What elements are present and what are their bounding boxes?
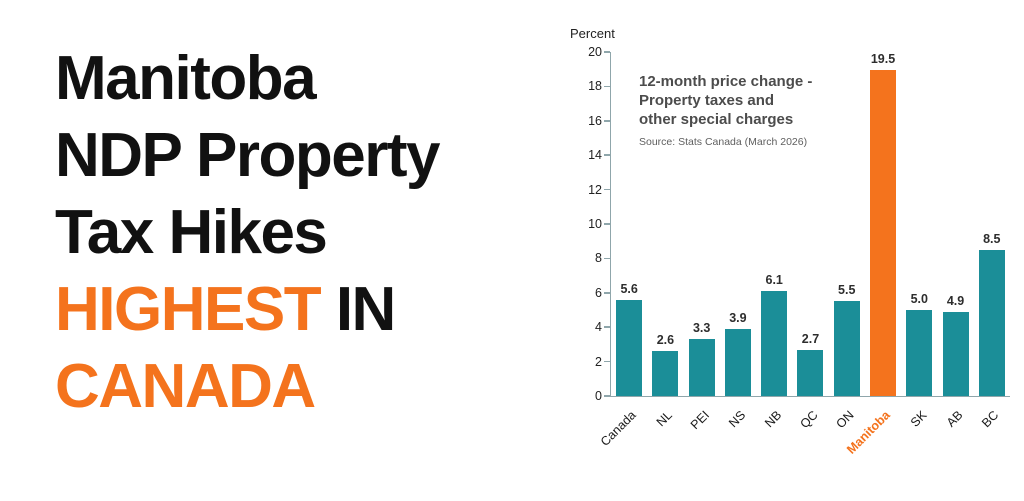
bar-value-label: 8.5 (983, 231, 1001, 246)
x-axis-label: PEI (687, 408, 712, 433)
bar-value-label: 5.0 (910, 292, 928, 306)
bar (652, 351, 679, 396)
y-axis-title: Percent (570, 26, 615, 41)
y-tick-mark (604, 360, 610, 363)
bar (906, 310, 933, 396)
y-tick-label: 20 (588, 45, 602, 59)
x-axis-label: AB (943, 408, 966, 430)
bar (616, 299, 643, 396)
bar-value-label: 4.9 (946, 293, 965, 308)
y-tick-label: 10 (588, 217, 602, 231)
x-axis-label: SK (907, 408, 930, 430)
bar-group-ns: 3.9 NS (720, 52, 756, 430)
plot-area: 12-month price change - Property taxes a… (588, 45, 1010, 457)
y-tick-mark (604, 154, 610, 156)
bar-chart: Percent 12-month price change - Property… (568, 26, 1020, 494)
y-tick-label: 8 (595, 251, 602, 266)
bar (869, 70, 896, 396)
bar (724, 328, 751, 396)
bar-group-nb: 6.1 NB (756, 52, 792, 430)
x-axis-label: NS (725, 408, 748, 431)
y-tick-label: 12 (588, 182, 602, 197)
chart-title-line: other special charges (639, 111, 794, 128)
bar-group-sk: 5.0 SK (901, 52, 937, 430)
x-axis-label: BC (979, 408, 1002, 431)
bar (942, 311, 969, 396)
headline-line-3: Tax Hikes (55, 198, 328, 267)
x-axis-label: Canada (598, 408, 640, 449)
bar-value-label: 6.1 (765, 273, 783, 288)
bar-group-on: 5.5 ON (829, 52, 865, 431)
bar-value-label: 5.5 (838, 283, 856, 298)
bar-value-label: 5.6 (620, 281, 638, 296)
y-tick-label: 14 (588, 148, 602, 163)
x-axis-label: QC (797, 408, 821, 432)
bar-value-label: 3.3 (692, 321, 711, 336)
y-tick-label: 0 (595, 389, 602, 403)
chart-title-line: 12-month price change - (639, 73, 813, 90)
bar-group-qc: 2.7 QC (792, 52, 828, 431)
x-axis-label: ON (833, 408, 857, 432)
y-tick-label: 16 (588, 113, 602, 128)
bar (688, 339, 715, 396)
bar-group-bc: 8.5 BC (974, 52, 1010, 430)
bar (833, 301, 860, 396)
headline: Manitoba NDP Property Tax Hikes HIGHEST … (55, 40, 440, 425)
headline-line-4: HIGHEST IN (55, 271, 439, 348)
y-tick-mark (604, 223, 610, 225)
y-tick-mark (604, 188, 610, 191)
chart-title-line: Property taxes and (639, 92, 775, 109)
headline-highest-text: HIGHEST (55, 275, 322, 344)
bar (797, 349, 824, 396)
y-tick-mark (604, 85, 610, 88)
y-tick-mark (604, 51, 610, 53)
bar (761, 291, 788, 396)
bar-value-label: 2.6 (656, 333, 675, 348)
bar-value-label: 19.5 (870, 52, 896, 66)
y-tick-mark (604, 292, 610, 294)
chart-source: Source: Stats Canada (March 2026) (639, 136, 808, 148)
y-tick-mark (604, 395, 610, 397)
y-tick-mark (604, 326, 610, 328)
bar-value-label: 3.9 (729, 310, 747, 325)
y-tick-label: 6 (595, 285, 602, 300)
x-axis-label: NL (654, 408, 676, 430)
bar-group-ab: 4.9 AB (937, 52, 973, 430)
y-tick-label: 2 (595, 354, 602, 369)
headline-line-1: Manitoba (55, 44, 317, 113)
y-tick-label: 18 (588, 79, 602, 94)
bar-group-nl: 2.6 NL (647, 52, 683, 429)
headline-in-text: IN (320, 275, 397, 344)
bar (978, 249, 1005, 396)
headline-line-2: NDP Property (55, 121, 440, 190)
headline-line-5: CANADA (55, 352, 316, 421)
y-tick-mark (604, 257, 610, 260)
bar-group-manitoba: 19.5 Manitoba (844, 52, 901, 457)
chart-title-block: 12-month price change - Property taxes a… (639, 72, 812, 148)
bar-group-pei: 3.3 PEI (684, 52, 720, 432)
bar-group-canada: 5.6 Canada (598, 52, 647, 449)
bar-value-label: 2.7 (801, 331, 820, 346)
y-tick-mark (604, 120, 610, 122)
y-tick-label: 4 (595, 320, 602, 335)
x-axis-label: NB (761, 408, 785, 431)
